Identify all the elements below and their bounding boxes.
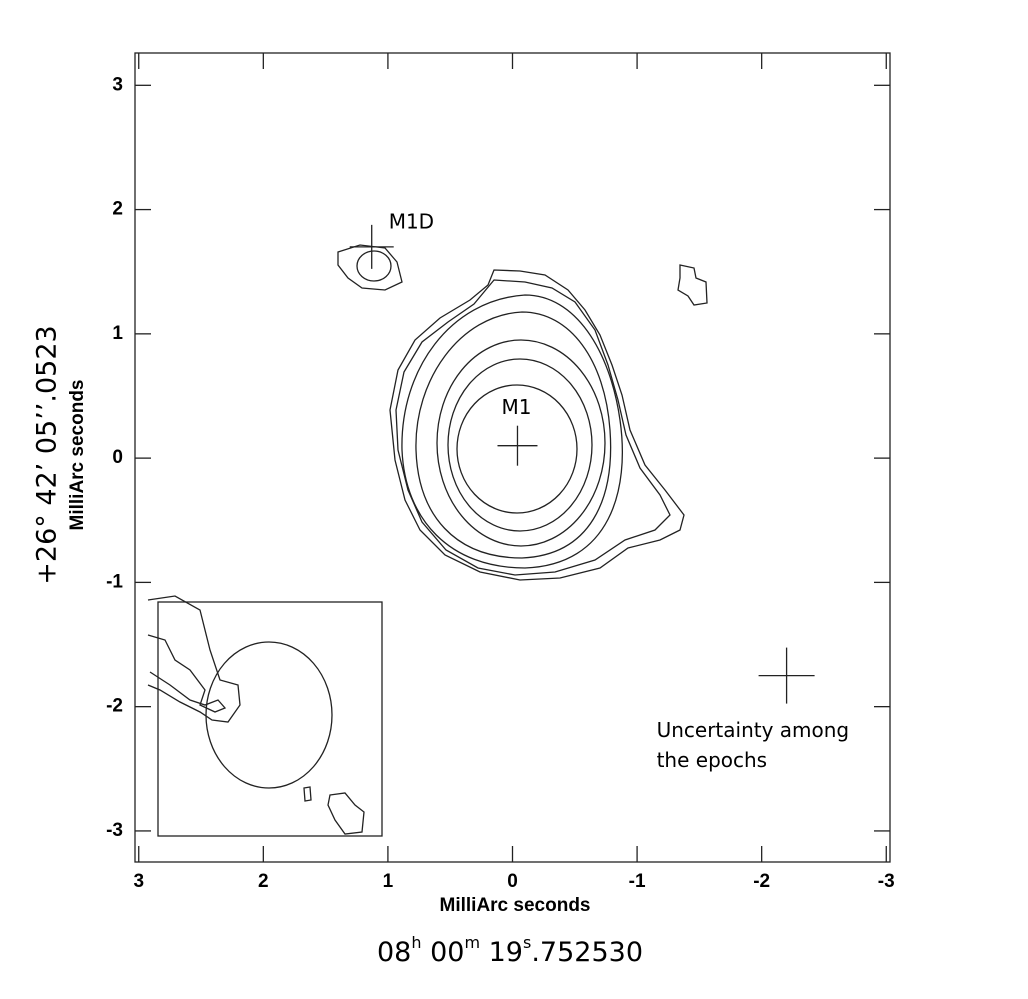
contour [447, 358, 593, 532]
position-cross [497, 425, 538, 466]
position-cross [758, 647, 815, 704]
contour [401, 294, 623, 569]
position-cross [349, 224, 394, 269]
contours [337, 244, 708, 581]
x-tick-label: -2 [753, 871, 770, 892]
marker-label: Uncertainty among [657, 718, 850, 742]
contour [147, 634, 227, 713]
beam-ellipse [205, 641, 333, 789]
y-tick-label: -2 [106, 696, 123, 717]
contour [677, 264, 708, 306]
marker-label: M1 [501, 395, 531, 419]
contour [415, 311, 612, 559]
contour [356, 250, 392, 282]
inset-box [157, 601, 383, 837]
ra-unit: s [523, 933, 531, 952]
x-tick-label: 2 [258, 871, 269, 892]
x-tick-label: -3 [878, 871, 895, 892]
contour [436, 339, 606, 547]
contour [327, 792, 365, 835]
x-tick-label: 1 [383, 871, 394, 892]
contour [389, 269, 685, 581]
x-axis-label: MilliArc seconds [440, 895, 591, 916]
x-tick-label: 0 [507, 871, 518, 892]
ra-part: 00 [422, 937, 465, 968]
y-axis-label: MilliArc seconds [67, 380, 88, 531]
beam-inset [147, 595, 383, 837]
y-tick-label: 1 [112, 323, 123, 344]
marker-label: M1D [389, 209, 434, 233]
ra-unit: m [464, 933, 480, 952]
x-tick-label: -1 [629, 871, 646, 892]
ra-part: 19 [480, 937, 523, 968]
y-tick-label: -3 [106, 820, 123, 841]
y-tick-label: 0 [112, 447, 123, 468]
contour [303, 786, 312, 802]
contour [456, 384, 578, 514]
ra-part: 08 [377, 937, 411, 968]
y-tick-label: 3 [112, 74, 123, 95]
contour [395, 279, 671, 576]
y-tick-label: 2 [112, 199, 123, 220]
x-tick-label: 3 [133, 871, 144, 892]
marker-label: the epochs [657, 748, 768, 772]
contour [147, 595, 241, 723]
dec-label: +26° 42’ 05’’.0523 [32, 325, 63, 584]
ra-unit: h [411, 933, 421, 952]
y-tick-label: -1 [106, 571, 123, 592]
ra-label: 08h 00m 19s.752530 [377, 933, 643, 968]
ra-part: .752530 [531, 937, 643, 968]
